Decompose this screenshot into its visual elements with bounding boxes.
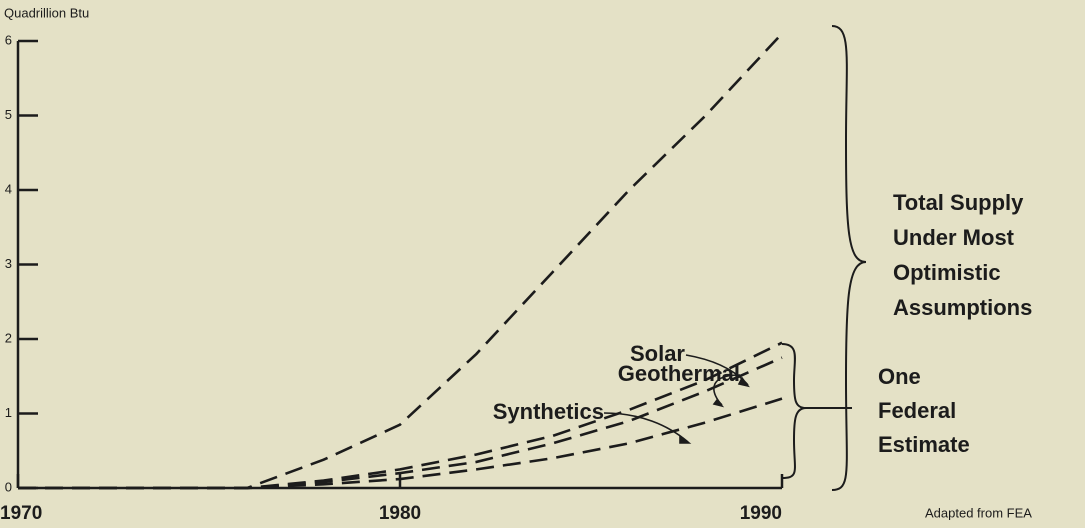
- small-brace: [781, 343, 807, 479]
- big-brace: [831, 25, 867, 491]
- total-label: Assumptions: [893, 295, 1032, 320]
- x-tick-label: 1990: [740, 503, 782, 524]
- y-tick-label: 0: [5, 479, 12, 494]
- braces: [781, 25, 867, 491]
- federal-label: Estimate: [878, 432, 970, 457]
- y-tick-label: 6: [5, 32, 12, 47]
- y-tick-label: 4: [5, 181, 12, 196]
- x-tick-label: 1970: [0, 503, 42, 524]
- federal-label: Federal: [878, 398, 956, 423]
- y-tick-label: 5: [5, 107, 12, 122]
- source-note: Adapted from FEA: [925, 505, 1032, 520]
- federal-label: One: [878, 364, 921, 389]
- series-label: Geothermal: [618, 361, 740, 386]
- label-arrows: [603, 354, 750, 444]
- total-label: Optimistic: [893, 260, 1001, 285]
- arrow-heads: [679, 376, 750, 444]
- series-label: Solar: [630, 341, 685, 366]
- y-tick-label: 3: [5, 256, 12, 271]
- total-label: Under Most: [893, 225, 1015, 250]
- data-line: [18, 397, 783, 490]
- y-tick-label: 2: [5, 330, 12, 345]
- total-label: Total Supply: [893, 190, 1024, 215]
- x-tick-label: 1980: [379, 503, 421, 524]
- series-label: Synthetics: [493, 399, 604, 424]
- y-axis-label: Quadrillion Btu: [4, 5, 89, 20]
- data-line: [18, 32, 783, 490]
- y-tick-label: 1: [5, 405, 12, 420]
